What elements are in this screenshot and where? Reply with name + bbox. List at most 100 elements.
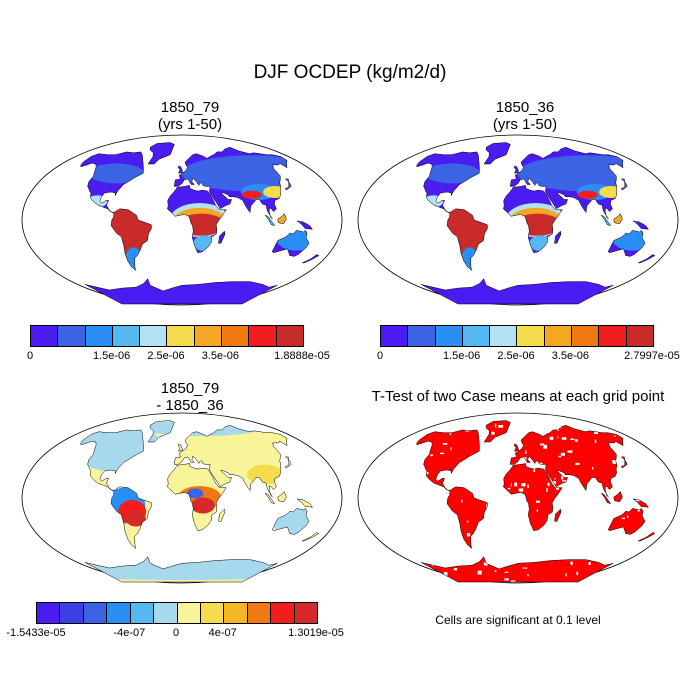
coastline xyxy=(632,220,650,230)
non-significant-cell xyxy=(586,415,588,417)
non-significant-cell xyxy=(570,438,575,440)
non-significant-cell xyxy=(461,499,463,503)
colorbar-swatch xyxy=(271,603,295,623)
coastline xyxy=(218,508,226,522)
coastline xyxy=(416,429,480,491)
coastline xyxy=(509,146,624,220)
colorbar-swatch xyxy=(435,326,463,346)
non-significant-cell xyxy=(630,576,633,579)
non-significant-cell xyxy=(558,455,562,458)
non-significant-cell xyxy=(367,547,372,548)
field-region xyxy=(187,488,204,499)
colorbar-swatch xyxy=(224,603,248,623)
coastline xyxy=(620,178,628,191)
non-significant-cell xyxy=(621,517,625,519)
coastline xyxy=(84,278,278,305)
coastline xyxy=(167,185,227,253)
non-significant-cell xyxy=(561,437,567,440)
globe-outline xyxy=(357,412,679,584)
non-significant-cell xyxy=(674,461,675,463)
significance-note: Cells are significant at 0.1 level xyxy=(435,613,601,627)
colorbar-swatch xyxy=(200,603,225,623)
non-significant-cell xyxy=(392,557,396,560)
non-significant-cell xyxy=(409,582,412,584)
colorbar-swatch xyxy=(381,326,409,346)
colorbar-swatch xyxy=(177,603,201,623)
colorbar-swatch xyxy=(276,326,303,346)
coastline xyxy=(277,213,287,224)
non-significant-cell xyxy=(491,431,495,435)
non-significant-cell xyxy=(416,577,418,582)
non-significant-cell xyxy=(453,568,458,571)
non-significant-cell xyxy=(547,482,550,486)
non-significant-cell xyxy=(449,433,452,435)
non-significant-cell xyxy=(441,576,442,579)
non-significant-cell xyxy=(440,452,445,455)
non-significant-cell xyxy=(536,509,539,512)
coastline xyxy=(554,508,562,522)
coastline xyxy=(638,254,656,264)
coastline xyxy=(80,151,144,213)
non-significant-cell xyxy=(378,431,380,432)
coastline xyxy=(173,424,288,498)
non-significant-cell xyxy=(494,570,497,572)
non-significant-cell xyxy=(675,443,677,444)
coastline xyxy=(509,424,624,498)
panel-2-title: 1850_36 (yrs 1-50) xyxy=(375,99,675,133)
non-significant-cell xyxy=(419,573,423,577)
non-significant-cell xyxy=(627,515,629,519)
non-significant-cell xyxy=(527,484,529,489)
non-significant-cell xyxy=(360,471,362,474)
coastline xyxy=(271,507,310,535)
non-significant-cell xyxy=(556,486,559,490)
non-significant-cell xyxy=(676,475,680,479)
coastline xyxy=(110,486,152,550)
non-significant-cell xyxy=(652,445,655,450)
non-significant-cell xyxy=(562,480,567,482)
non-significant-cell xyxy=(570,562,572,564)
colorbar-swatch xyxy=(626,326,653,346)
coastline xyxy=(446,208,488,272)
coastline xyxy=(420,278,614,305)
figure-title: DJF OCDEP (kg/m2/d) xyxy=(253,62,447,83)
coastline xyxy=(271,229,310,257)
coastline xyxy=(302,532,320,542)
non-significant-cell xyxy=(635,498,640,502)
non-significant-cell xyxy=(432,575,435,579)
non-significant-cell xyxy=(477,570,482,575)
coastline xyxy=(284,178,292,191)
coastline xyxy=(613,213,623,224)
globe-outline xyxy=(21,134,343,306)
colorbar-swatch xyxy=(112,326,141,346)
non-significant-cell xyxy=(428,574,431,577)
non-significant-cell xyxy=(380,437,382,439)
non-significant-cell xyxy=(554,478,556,480)
colorbar-tick-label: 1.8888e-05 xyxy=(274,350,330,362)
panel-2-colorbar xyxy=(380,325,654,347)
colorbar-swatch xyxy=(140,326,168,346)
colorbar-tick-label: 4e-07 xyxy=(208,627,237,639)
non-significant-cell xyxy=(377,450,379,453)
non-significant-cell xyxy=(560,452,565,456)
non-significant-cell xyxy=(465,430,469,432)
field-region xyxy=(424,163,481,184)
non-significant-cell xyxy=(361,471,364,473)
colorbar-swatch xyxy=(31,326,59,346)
non-significant-cell xyxy=(543,444,548,449)
coastline xyxy=(296,498,314,508)
non-significant-cell xyxy=(645,575,649,579)
non-significant-cell xyxy=(521,483,526,487)
non-significant-cell xyxy=(573,413,576,415)
coastline xyxy=(600,214,612,227)
colorbar-swatch xyxy=(462,326,491,346)
non-significant-cell xyxy=(535,500,540,503)
colorbar-swatch xyxy=(83,603,108,623)
coastline xyxy=(613,491,623,502)
non-significant-cell xyxy=(354,580,358,582)
colorbar-swatch xyxy=(294,603,318,623)
coastline xyxy=(177,165,184,174)
panel-1-title-line1: 1850_79 xyxy=(160,99,220,116)
panel-2-title-line2: (yrs 1-50) xyxy=(492,116,558,133)
non-significant-cell xyxy=(561,475,564,480)
colorbar-swatch xyxy=(544,326,573,346)
